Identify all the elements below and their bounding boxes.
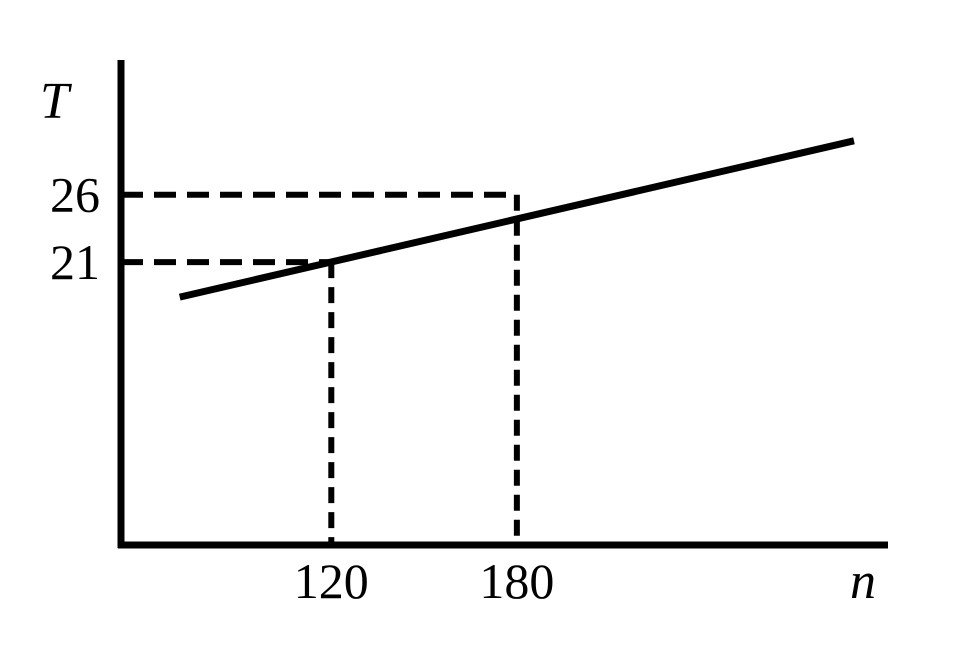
reference-guides xyxy=(121,191,520,545)
tick-labels: 120 180 21 26 xyxy=(50,167,554,609)
y-tick-label: 21 xyxy=(50,234,100,290)
y-tick-label: 26 xyxy=(50,167,100,223)
axes xyxy=(117,60,888,549)
x-tick-label: 180 xyxy=(479,553,554,609)
series-line-0 xyxy=(178,137,855,301)
x-axis-label: n xyxy=(850,553,876,610)
x-tick-label: 120 xyxy=(294,553,369,609)
series-group xyxy=(178,137,855,301)
y-axis-label: T xyxy=(40,73,72,130)
